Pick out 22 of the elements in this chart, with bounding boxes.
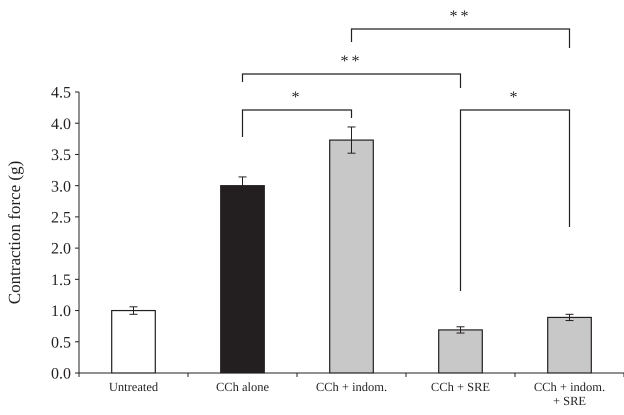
y-tick-label: 4.0 (51, 116, 71, 133)
x-tick-label: CCh alone (216, 380, 270, 394)
annotation: * (292, 89, 302, 106)
bracket: * (242, 89, 352, 137)
y-tick-label: 0.0 (51, 366, 71, 383)
y-tick-label: 3.5 (51, 147, 71, 164)
y-tick-label: 2.5 (51, 209, 71, 226)
x-tick-label: CCh + SRE (430, 380, 490, 394)
y-tick-label: 1.5 (51, 272, 71, 289)
bracket: * (460, 89, 570, 291)
y-tick-label: 2.0 (51, 240, 71, 258)
x-tick-label: Untreated (108, 380, 159, 394)
y-axis-title: Contraction force (g) (5, 160, 24, 304)
y-tick-label: 1.0 (51, 303, 71, 320)
y-tick-label: 0.5 (51, 334, 71, 352)
annotation: * (510, 89, 520, 106)
x-tick-label: CCh + indom. + SRE (534, 380, 606, 408)
x-tick-label: CCh + indom. (316, 380, 388, 394)
y-tick-label: 3.0 (51, 178, 71, 196)
bracket: ** (242, 53, 462, 88)
bracket: ** (350, 8, 570, 48)
y-tick-label: 4.5 (51, 84, 71, 102)
